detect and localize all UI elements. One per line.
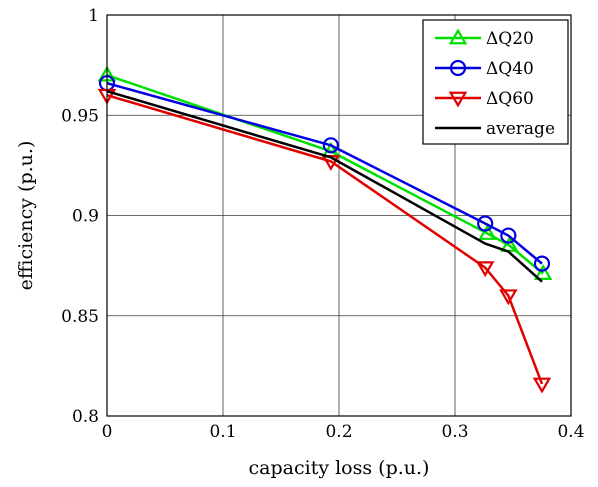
y-axis-label: efficiency (p.u.): [15, 141, 37, 291]
series-line: [106, 94, 544, 385]
series-line: [106, 81, 543, 265]
legend-box: [422, 19, 569, 145]
data-point: [500, 227, 517, 244]
y-tick-label: 1: [88, 6, 99, 26]
data-point: [477, 215, 494, 232]
x-tick-label: 0.3: [441, 422, 468, 442]
legend: ΔQ20 ΔQ40 ΔQ60 average: [422, 19, 569, 145]
plot-area-frame: [106, 14, 572, 417]
legend-label: average: [486, 119, 555, 139]
legend-item: ΔQ60: [435, 89, 534, 109]
y-tick-label: 0.85: [61, 307, 99, 327]
data-point: [533, 255, 551, 272]
data-point: [500, 236, 519, 252]
x-tick-label: 0.1: [209, 422, 236, 442]
legend-item: average: [435, 119, 555, 139]
x-axis-label: capacity loss (p.u.): [249, 457, 430, 479]
axis-ticks: 0 0.1 0.2 0.3 0.4 0.8 0.85 0.9 0.95 1: [61, 6, 584, 442]
y-tick-label: 0.8: [72, 407, 99, 427]
legend-label: ΔQ60: [486, 89, 534, 109]
x-tick-label: 0: [102, 422, 113, 442]
data-point: [475, 261, 495, 278]
x-tick-label: 0.2: [325, 422, 352, 442]
data-point: [478, 224, 497, 240]
data-point: [499, 289, 518, 306]
y-tick-label: 0.95: [61, 106, 99, 126]
data-point: [533, 264, 553, 280]
legend-label: ΔQ40: [486, 59, 534, 79]
legend-swatch-marker: [448, 91, 468, 108]
x-tick-label: 0.4: [557, 422, 584, 442]
legend-swatch-marker: [448, 28, 468, 45]
series-line: [106, 73, 544, 275]
legend-item: ΔQ40: [435, 59, 534, 79]
y-tick-label: 0.9: [72, 207, 99, 227]
data-point: [532, 377, 552, 394]
series-2: [97, 88, 552, 394]
series-line: [106, 89, 543, 283]
series-3: [106, 89, 543, 283]
legend-swatch-marker: [449, 59, 467, 77]
series-layer: [97, 65, 553, 394]
legend-label: ΔQ20: [486, 29, 534, 49]
data-point: [322, 137, 339, 154]
legend-item: ΔQ20: [435, 28, 534, 49]
series-1: [98, 75, 551, 272]
